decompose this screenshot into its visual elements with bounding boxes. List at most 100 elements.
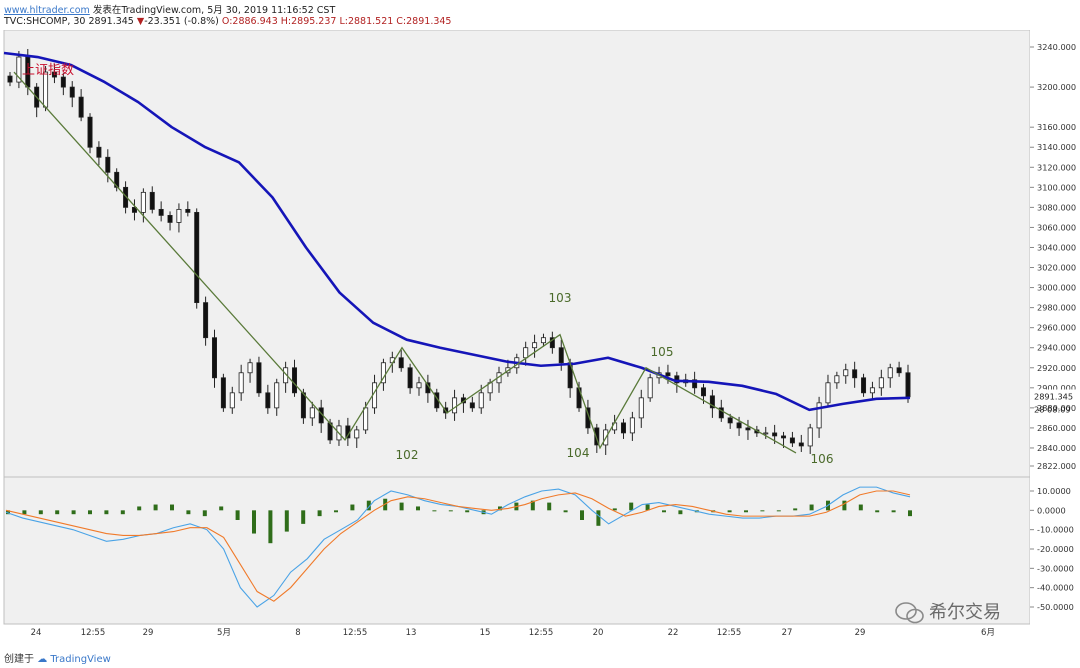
macd-histogram-bar: [842, 500, 847, 511]
candle-body: [176, 208, 182, 223]
x-tick-label: 12:55: [81, 628, 106, 638]
wave-label: 102: [396, 448, 419, 462]
candle-body: [123, 186, 129, 208]
macd-histogram-bar: [875, 510, 880, 513]
candle-body: [718, 407, 724, 419]
candle-body: [709, 395, 715, 409]
macd-histogram-bar: [891, 510, 896, 513]
macd-histogram-bar: [629, 502, 634, 511]
x-tick-label: 20: [593, 628, 604, 638]
candle-body: [816, 402, 822, 429]
price-tick-label: 3020.000: [1037, 263, 1076, 273]
macd-histogram-bar: [678, 510, 683, 515]
symbol-label: TVC:SHCOMP, 30: [4, 16, 86, 27]
candle-body: [247, 362, 253, 374]
candle-body: [549, 337, 555, 349]
price-tick-label: 3000.000: [1037, 283, 1076, 293]
macd-histogram-bar: [22, 510, 27, 515]
x-tick-label: 12:55: [529, 628, 554, 638]
watermark-text: 希尔交易: [929, 602, 1001, 623]
candle-body: [265, 392, 271, 409]
candle-body: [807, 427, 813, 447]
candle-body: [309, 407, 315, 419]
candle-body: [558, 347, 564, 364]
macd-histogram-bar: [858, 504, 863, 511]
candle-body: [60, 76, 66, 88]
price-axis-bg: [1030, 30, 1080, 640]
macd-histogram-bar: [137, 506, 142, 511]
price-tick-label: 2960.000: [1037, 323, 1076, 333]
candle-body: [532, 342, 538, 349]
macd-histogram-bar: [6, 510, 10, 515]
x-tick-label: 29: [855, 628, 866, 638]
price-tick-label: 3120.000: [1037, 162, 1076, 172]
candle-body: [478, 392, 484, 409]
candle-body: [469, 402, 475, 409]
macd-histogram-bar: [465, 510, 470, 513]
candle-body: [736, 422, 742, 429]
macd-histogram-bar: [645, 504, 650, 511]
ohlc-values: O:2886.943 H:2895.237 L:2881.521 C:2891.…: [221, 16, 452, 27]
candle-body: [363, 407, 369, 431]
macd-histogram-bar: [793, 508, 798, 511]
chart-area[interactable]: 3240.000 3200.000 3160.000 3140.000 3120.000…: [0, 30, 1080, 650]
candle-body: [220, 377, 226, 409]
macd-histogram-bar: [120, 510, 125, 515]
candle-body: [131, 206, 137, 213]
candle-body: [869, 387, 875, 394]
macd-histogram-bar: [662, 510, 666, 513]
macd-histogram-bar: [268, 510, 273, 544]
countdown-label: 28 08:09: [1034, 404, 1071, 414]
candle-body: [167, 215, 173, 223]
macd-histogram-bar: [170, 504, 174, 511]
candle-body: [87, 116, 93, 148]
macd-histogram-bar: [530, 500, 535, 511]
candle-body: [665, 372, 671, 377]
price-tick-label: 2822.000: [1037, 461, 1076, 471]
x-tick-label: 12:55: [717, 628, 742, 638]
candle-body: [105, 156, 111, 173]
candle-body: [158, 208, 164, 216]
macd-tick-label: -30.0000: [1037, 563, 1074, 573]
candle-body: [620, 422, 626, 434]
candle-body: [834, 375, 840, 384]
candle-body: [256, 362, 262, 394]
price-tick-label: 2980.000: [1037, 303, 1076, 313]
candle-body: [692, 379, 698, 389]
chart-header-line1: www.hltrader.com 发表在TradingView.com, 5月 …: [4, 2, 335, 16]
created-label: 创建于: [4, 654, 34, 665]
macd-histogram-bar: [760, 510, 765, 512]
macd-histogram-bar: [301, 510, 306, 524]
wave-line: [13, 71, 797, 454]
macd-histogram-bar: [317, 510, 322, 517]
candle-body: [292, 367, 298, 394]
candle-body: [51, 71, 57, 78]
candle-body: [194, 211, 200, 304]
candle-body: [69, 86, 75, 98]
tradingview-brand: TradingView: [50, 654, 111, 665]
macd-histogram-bar: [38, 510, 43, 515]
macd-histogram-bar: [202, 510, 207, 517]
price-tick-label: 3160.000: [1037, 122, 1076, 132]
macd-tick-label: -40.0000: [1037, 583, 1074, 593]
candle-body: [523, 347, 529, 359]
site-link[interactable]: www.hltrader.com: [4, 5, 90, 16]
macd-histogram-bar: [908, 510, 912, 517]
ma-line: [3, 51, 911, 412]
price-panel: [3, 30, 1031, 478]
down-arrow-icon: ▼: [136, 16, 145, 27]
candle-body: [701, 387, 707, 397]
price-tick-label: 3060.000: [1037, 222, 1076, 232]
candle-body: [354, 429, 360, 439]
macd-histogram-bar: [416, 506, 420, 511]
macd-histogram-bar: [596, 510, 601, 526]
macd-histogram-bar: [399, 502, 404, 511]
chart-header-line2: TVC:SHCOMP, 30 2891.345 ▼-23.351 (-0.8%)…: [4, 16, 451, 27]
watermark: 希尔交易: [895, 598, 1001, 624]
x-tick-label: 27: [782, 628, 793, 638]
candle-body: [78, 96, 84, 118]
candle-body: [416, 382, 422, 389]
price-tick-label: 2940.000: [1037, 343, 1076, 353]
macd-tick-label: -20.0000: [1037, 544, 1074, 554]
chart-title: 上证指数: [22, 63, 74, 78]
